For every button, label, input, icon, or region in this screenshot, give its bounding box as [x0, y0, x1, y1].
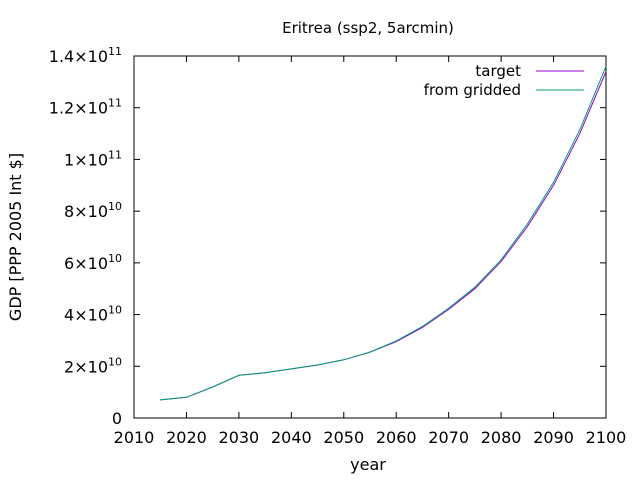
- y-tick-label: 1.4×1011: [49, 45, 122, 66]
- x-tick-label: 2030: [219, 428, 260, 447]
- series-line-1: [160, 66, 607, 401]
- x-tick-label: 2070: [428, 428, 469, 447]
- y-tick-mantissa: 2×10: [64, 357, 108, 376]
- y-tick-exponent: 10: [108, 200, 122, 213]
- chart-title: Eritrea (ssp2, 5arcmin): [282, 19, 454, 37]
- y-tick-label: 6×1010: [64, 252, 122, 273]
- legend-label-1: from gridded: [424, 81, 521, 99]
- plot-area-border: [133, 55, 607, 419]
- y-tick-exponent: 11: [108, 148, 122, 161]
- series-lines: [160, 66, 607, 401]
- y-tick-exponent: 11: [108, 45, 122, 58]
- y-tick-mantissa: 0: [112, 409, 122, 428]
- x-tick-label: 2010: [114, 428, 155, 447]
- y-axis-label: GDP [PPP 2005 Int $]: [6, 153, 25, 321]
- x-tick-label: 2020: [166, 428, 207, 447]
- y-tick-label: 2×1010: [64, 355, 122, 376]
- y-tick-exponent: 10: [108, 304, 122, 317]
- y-tick-label: 8×1010: [64, 200, 122, 221]
- x-tick-label: 2100: [586, 428, 627, 447]
- y-tick-exponent: 11: [108, 97, 122, 110]
- y-tick-mantissa: 4×10: [64, 306, 108, 325]
- y-tick-label: 0: [112, 409, 122, 428]
- y-tick-mantissa: 6×10: [64, 254, 108, 273]
- y-axis-ticks: 02×10104×10106×10108×10101×10111.2×10111…: [49, 45, 606, 428]
- y-tick-exponent: 10: [108, 252, 122, 265]
- y-tick-exponent: 10: [108, 355, 122, 368]
- y-tick-mantissa: 8×10: [64, 202, 108, 221]
- legend-label-0: target: [475, 62, 521, 80]
- x-tick-label: 2050: [323, 428, 364, 447]
- y-tick-label: 4×1010: [64, 304, 122, 325]
- x-tick-label: 2090: [533, 428, 574, 447]
- x-tick-label: 2080: [481, 428, 522, 447]
- series-line-0: [160, 71, 607, 401]
- x-axis-label: year: [350, 455, 386, 474]
- x-axis-ticks: 2010 2020 2030 2040 2050 2060 2070 2080 2090 2100: [114, 56, 627, 447]
- y-tick-mantissa: 1.4×10: [49, 47, 108, 66]
- y-tick-mantissa: 1×10: [64, 150, 108, 169]
- y-tick-mantissa: 1.2×10: [49, 99, 108, 118]
- x-tick-label: 2060: [376, 428, 417, 447]
- y-tick-label: 1×1011: [64, 148, 122, 169]
- x-tick-label: 2040: [271, 428, 312, 447]
- y-tick-label: 1.2×1011: [49, 97, 122, 118]
